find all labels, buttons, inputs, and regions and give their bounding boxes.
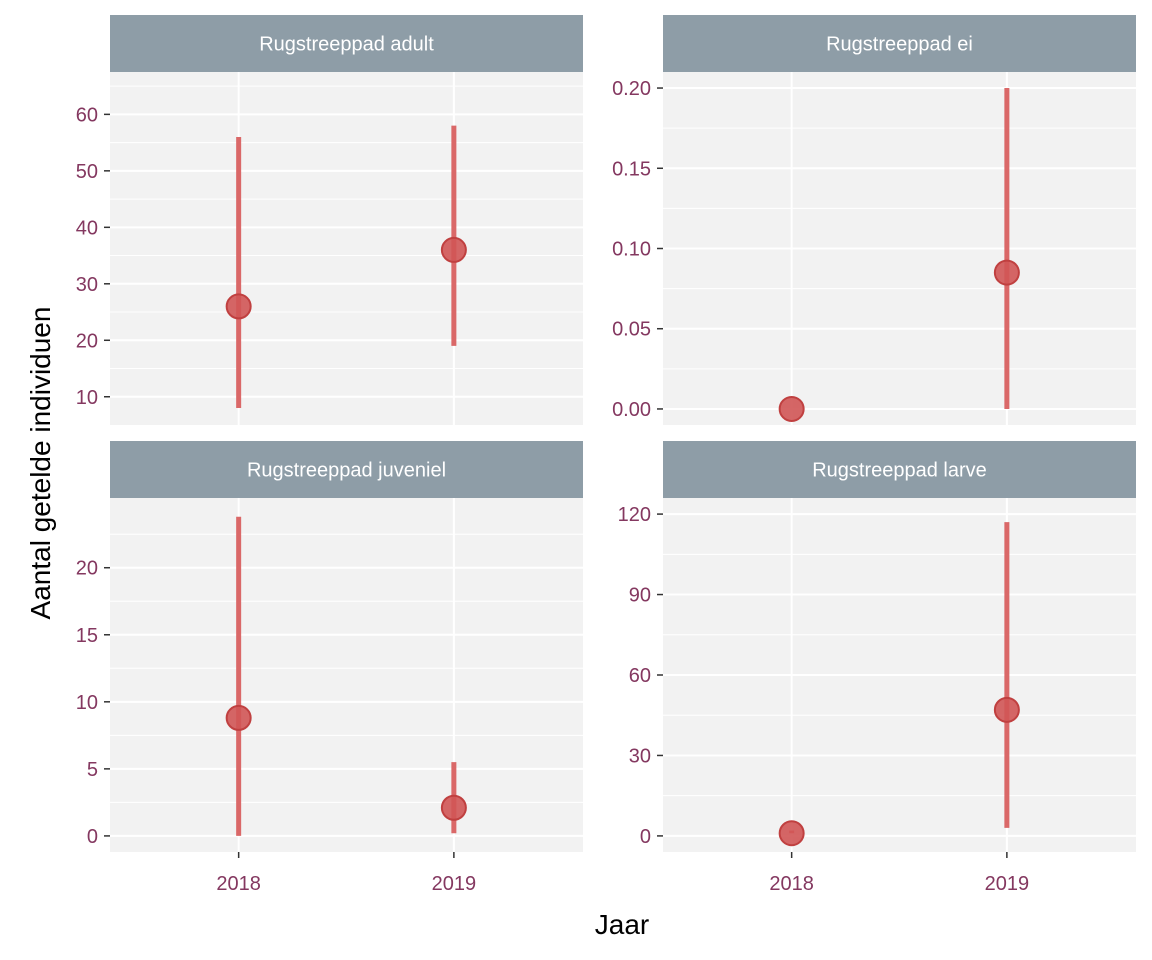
y-tick-label: 90	[629, 585, 651, 607]
y-tick-label: 0.20	[612, 78, 651, 100]
y-tick-label: 15	[76, 625, 98, 647]
y-axis-title: Aantal getelde individuen	[25, 307, 56, 620]
panel-background	[110, 498, 583, 852]
panel-background	[110, 72, 583, 425]
data-point	[778, 395, 805, 422]
facet-strip-label: Rugstreeppad ei	[826, 34, 973, 56]
y-tick-label: 0	[87, 826, 98, 848]
y-tick-label: 0.00	[612, 399, 651, 421]
y-tick-label: 30	[629, 745, 651, 767]
x-tick-label: 2019	[432, 873, 477, 895]
y-tick-label: 40	[76, 217, 98, 239]
data-point	[993, 696, 1020, 723]
y-tick-label: 0.10	[612, 239, 651, 261]
facet-strip-label: Rugstreeppad juveniel	[247, 460, 446, 482]
facet-panel: Rugstreeppad juveniel 0 5 10 15 20 2018 2019	[76, 441, 583, 895]
facet-panel: Rugstreeppad ei 0.00 0.05 0.10 0.15 0.20	[612, 15, 1136, 425]
y-tick-label: 0.15	[612, 158, 651, 180]
facet-strip	[110, 15, 583, 72]
y-tick-label: 0	[640, 826, 651, 848]
y-tick-label: 20	[76, 330, 98, 352]
facet-strip-label: Rugstreeppad larve	[812, 460, 987, 482]
y-tick-label: 50	[76, 161, 98, 183]
y-tick-label: 10	[76, 387, 98, 409]
data-point	[440, 794, 467, 821]
y-tick-label: 30	[76, 274, 98, 296]
x-axis-title: Jaar	[595, 909, 649, 940]
facet-panel: Rugstreeppad adult 10 20 30 40 50 60	[76, 15, 583, 425]
data-point	[778, 820, 805, 847]
facet-strip-label: Rugstreeppad adult	[259, 34, 434, 56]
x-tick-label: 2018	[216, 873, 261, 895]
panels: Rugstreeppad adult102030405060Rugstreepp…	[76, 15, 1136, 895]
y-tick-label: 10	[76, 692, 98, 714]
data-point	[993, 259, 1020, 286]
y-tick-label: 60	[629, 665, 651, 687]
facet-strip	[663, 15, 1136, 72]
data-point	[225, 704, 252, 731]
facet-strip	[110, 441, 583, 498]
facet-strip	[663, 441, 1136, 498]
facet-panel: Rugstreeppad larve 0 30 60 90 120 2018 2019	[618, 441, 1136, 895]
y-tick-label: 20	[76, 558, 98, 580]
x-tick-label: 2019	[985, 873, 1030, 895]
y-tick-label: 5	[87, 759, 98, 781]
y-tick-label: 0.05	[612, 319, 651, 341]
y-tick-label: 60	[76, 104, 98, 126]
y-tick-label: 120	[618, 504, 651, 526]
data-point	[440, 236, 467, 263]
data-point	[225, 293, 252, 320]
x-tick-label: 2018	[769, 873, 814, 895]
